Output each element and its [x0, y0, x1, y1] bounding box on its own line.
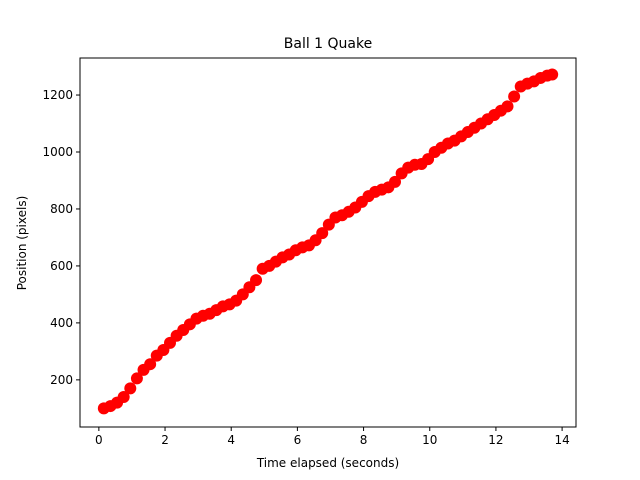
y-tick-label: 600 [50, 259, 73, 273]
y-tick-label: 1000 [42, 145, 73, 159]
axes-frame [79, 57, 577, 428]
point [117, 390, 130, 403]
x-tick-label: 14 [554, 433, 569, 447]
x-tick-label: 0 [95, 433, 103, 447]
point [546, 68, 559, 81]
point [130, 372, 143, 385]
point [389, 175, 402, 188]
x-tick-label: 12 [488, 433, 503, 447]
x-tick-label: 6 [294, 433, 302, 447]
y-tick-label: 1200 [42, 88, 73, 102]
y-tick-label: 200 [50, 373, 73, 387]
point [144, 358, 157, 371]
y-axis-label: Position (pixels) [15, 196, 29, 291]
point [250, 274, 263, 287]
x-tick-label: 4 [227, 433, 235, 447]
point [501, 100, 514, 113]
plot-area [97, 68, 559, 415]
y-tick-label: 400 [50, 316, 73, 330]
chart-title: Ball 1 Quake [284, 36, 372, 52]
x-tick-label: 2 [161, 433, 169, 447]
point [316, 227, 329, 240]
x-tick-label: 10 [422, 433, 437, 447]
x-tick-label: 8 [360, 433, 368, 447]
point [508, 90, 521, 103]
x-axis-label: Time elapsed (seconds) [256, 456, 399, 470]
y-tick-label: 800 [50, 202, 73, 216]
point [124, 382, 137, 395]
